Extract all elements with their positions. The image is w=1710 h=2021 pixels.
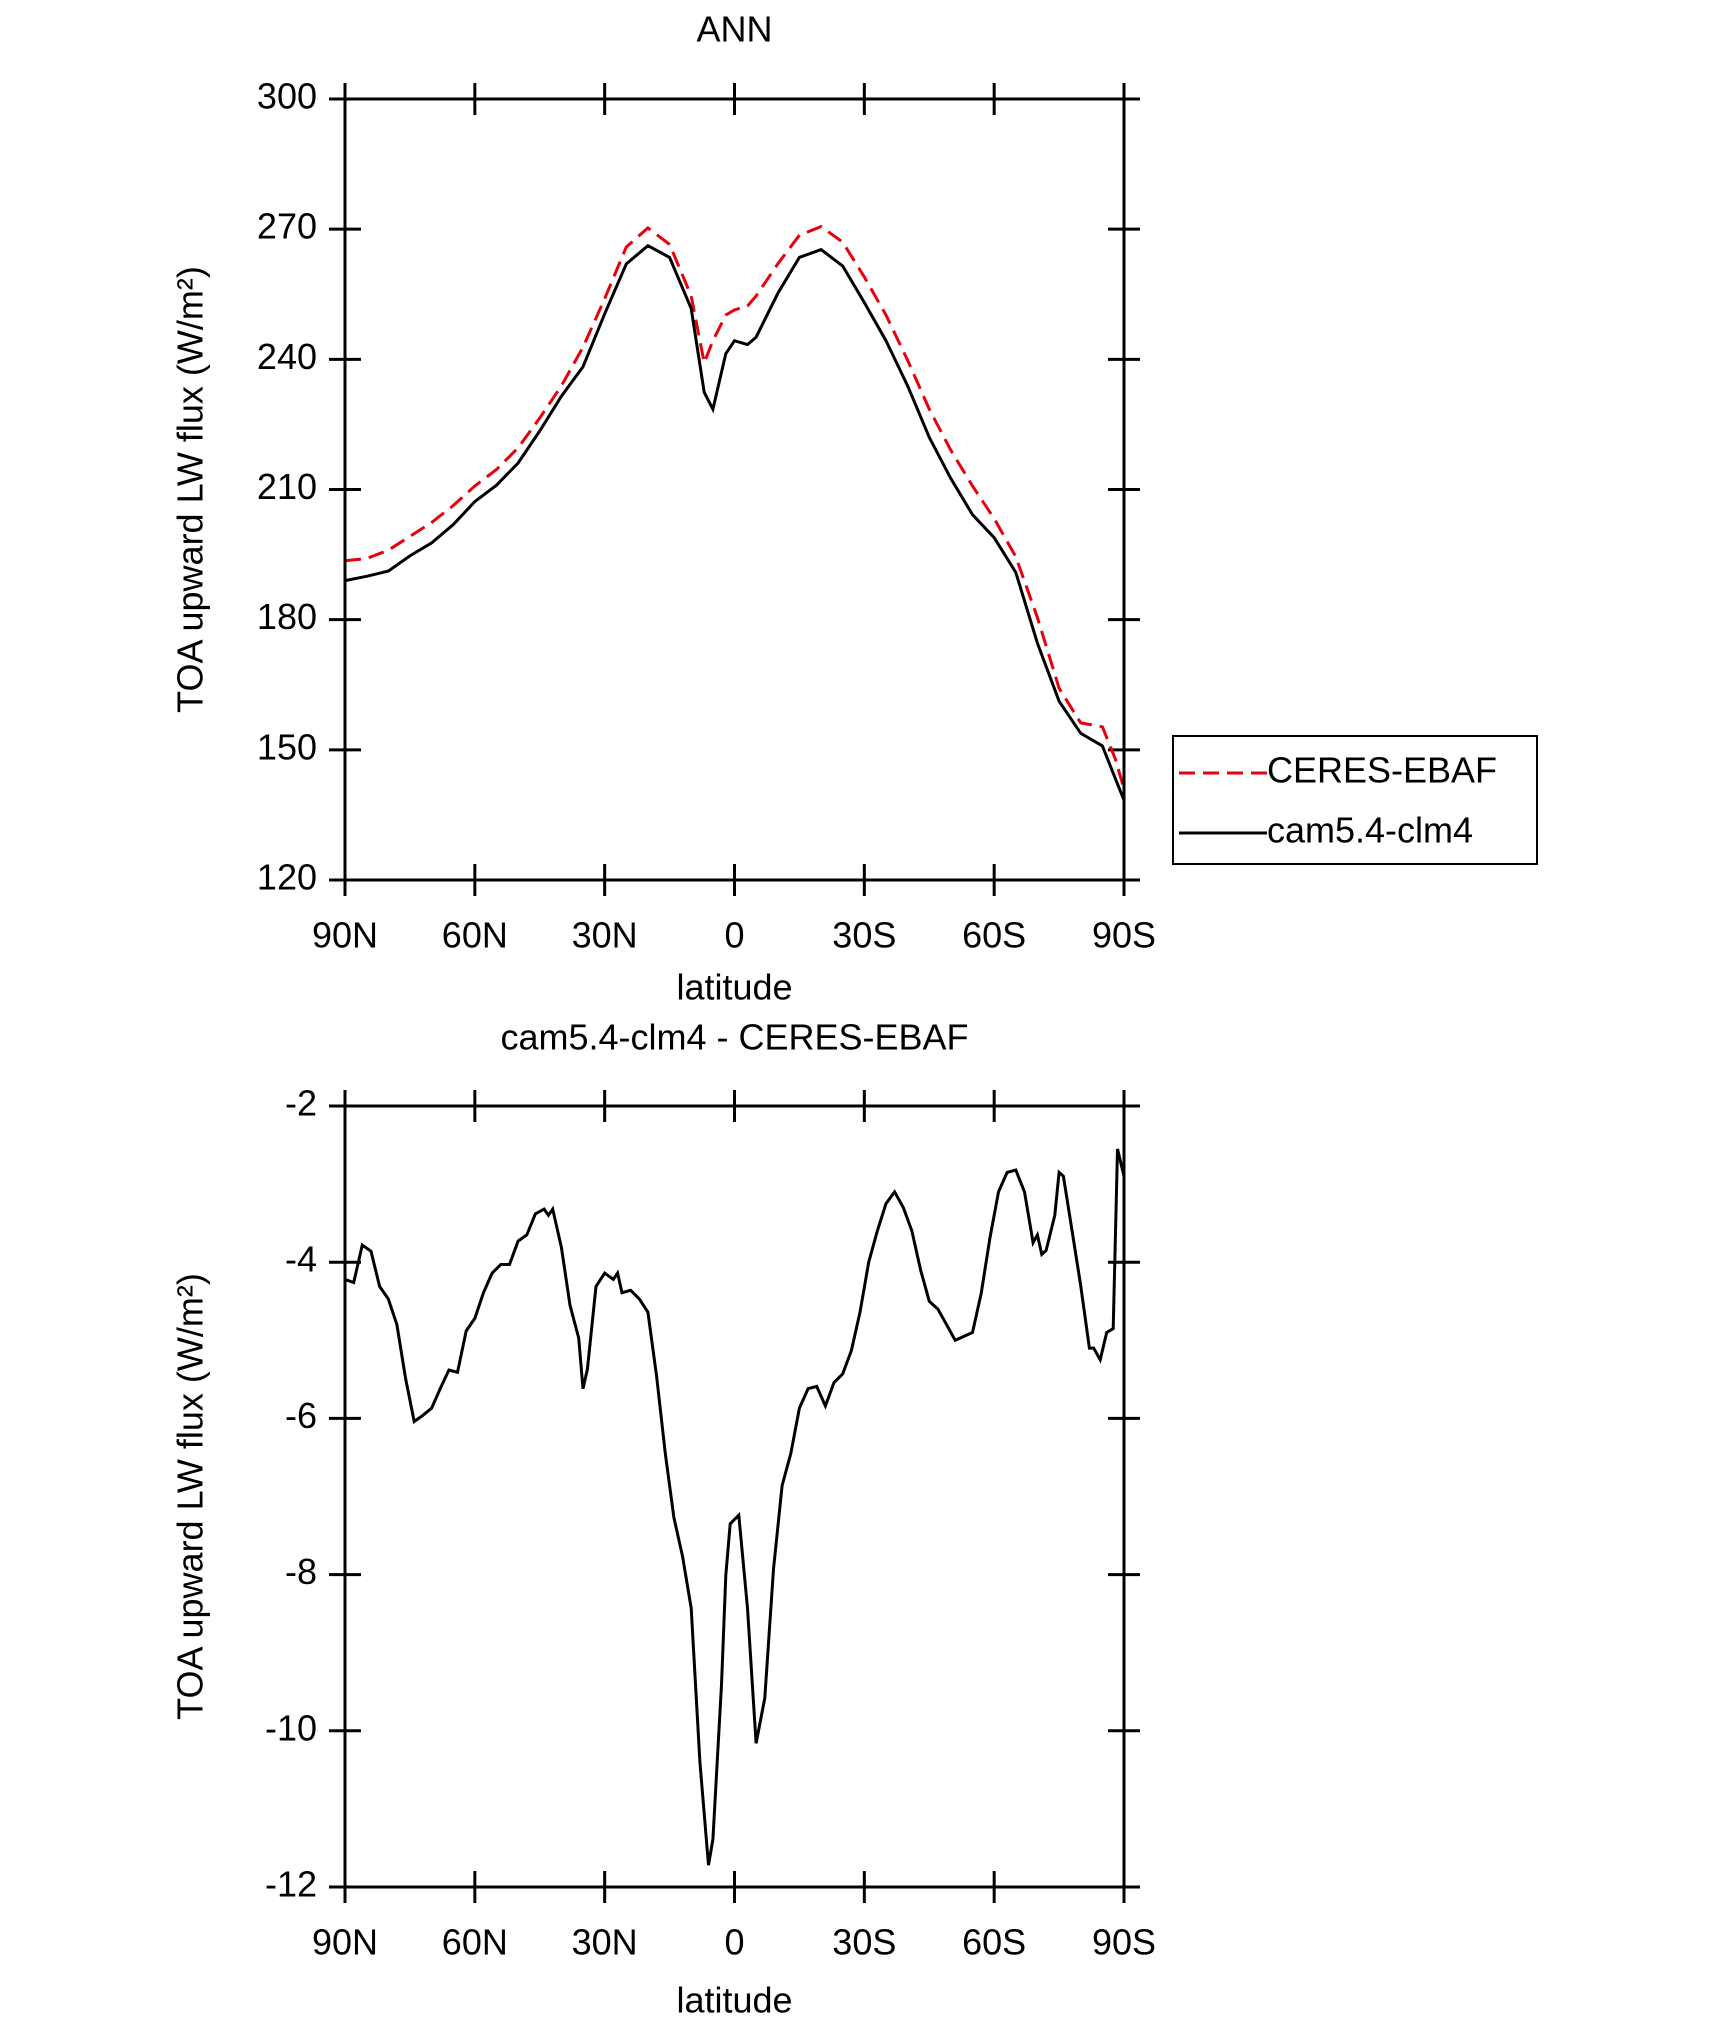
y-tick-label: -6 <box>285 1395 317 1436</box>
x-tick-label: 30S <box>832 915 896 956</box>
x-tick-label: 60S <box>962 1922 1026 1963</box>
x-tick-label: 60N <box>442 1922 508 1963</box>
y-tick-label: 180 <box>257 596 317 637</box>
x-tick-label: 90N <box>312 1922 378 1963</box>
data-line <box>344 1148 1126 1866</box>
legend-box <box>1172 735 1538 865</box>
plot-frame <box>343 97 1126 882</box>
y-tick-label: 120 <box>257 857 317 898</box>
x-tick-label: 60S <box>962 915 1026 956</box>
x-tick-label: 90S <box>1092 915 1156 956</box>
plot-frame <box>343 1104 1126 1889</box>
x-tick-label: 30S <box>832 1922 896 1963</box>
y-tick-label: 270 <box>257 206 317 247</box>
y-tick-label: -12 <box>265 1864 317 1905</box>
chart-title: cam5.4-clm4 - CERES-EBAF <box>500 1017 968 1058</box>
x-tick-label: 0 <box>724 915 744 956</box>
y-tick-label: -2 <box>285 1083 317 1124</box>
y-tick-label: 150 <box>257 726 317 767</box>
y-tick-label: -10 <box>265 1707 317 1748</box>
y-tick-label: 210 <box>257 466 317 507</box>
y-axis-title: TOA upward LW flux (W/m²) <box>170 1273 211 1720</box>
x-tick-label: 90N <box>312 915 378 956</box>
y-axis-title: TOA upward LW flux (W/m²) <box>170 266 211 713</box>
x-axis-title: latitude <box>676 1980 792 2021</box>
x-tick-label: 30N <box>572 1922 638 1963</box>
x-tick-label: 30N <box>572 915 638 956</box>
data-line <box>344 224 1126 790</box>
legend-label: cam5.4-clm4 <box>1267 810 1473 851</box>
x-axis-title: latitude <box>676 967 792 1008</box>
x-tick-label: 0 <box>724 1922 744 1963</box>
legend-label: CERES-EBAF <box>1267 750 1497 791</box>
y-tick-label: 240 <box>257 336 317 377</box>
y-tick-label: 300 <box>257 76 317 117</box>
y-tick-label: -8 <box>285 1551 317 1592</box>
x-tick-label: 90S <box>1092 1922 1156 1963</box>
x-tick-label: 60N <box>442 915 508 956</box>
chart-title: ANN <box>696 9 772 50</box>
data-line <box>344 243 1126 801</box>
y-tick-label: -4 <box>285 1239 317 1280</box>
